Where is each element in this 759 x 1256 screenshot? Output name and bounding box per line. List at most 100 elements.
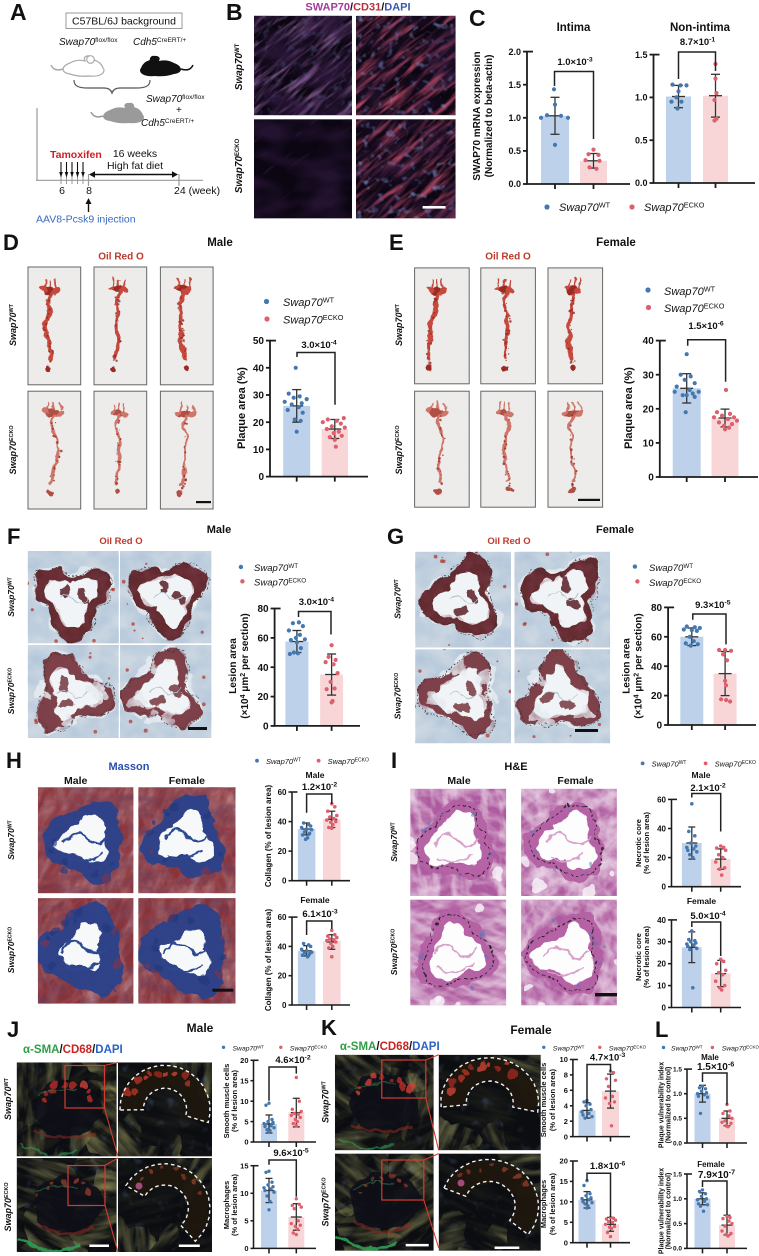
- svg-text:Swap70WT: Swap70WT: [254, 563, 298, 574]
- svg-text:0: 0: [258, 472, 264, 483]
- svg-text:1.5: 1.5: [635, 50, 648, 60]
- svg-text:0.5: 0.5: [673, 1116, 682, 1123]
- svg-text:10: 10: [657, 982, 666, 991]
- svg-text:Swap70WT: Swap70WT: [6, 819, 16, 859]
- svg-text:(% of lesion area): (% of lesion area): [548, 1068, 557, 1131]
- svg-text:(% of lesion area): (% of lesion area): [642, 925, 651, 988]
- svg-text:Non-intima: Non-intima: [670, 22, 731, 34]
- svg-text:(Normalized to control): (Normalized to control): [666, 1067, 673, 1144]
- svg-text:1.0: 1.0: [508, 113, 521, 123]
- svg-text:0.0: 0.0: [508, 179, 521, 189]
- svg-text:10: 10: [253, 445, 265, 456]
- svg-text:2: 2: [564, 1117, 568, 1126]
- svg-text:0: 0: [263, 722, 269, 733]
- svg-text:1.5: 1.5: [508, 80, 521, 90]
- svg-text:5.0×10-4: 5.0×10-4: [690, 911, 726, 922]
- svg-text:Male: Male: [64, 775, 88, 787]
- svg-text:0: 0: [662, 883, 667, 892]
- svg-text:0: 0: [282, 1001, 287, 1010]
- svg-text:Necrotic core: Necrotic core: [634, 933, 643, 981]
- svg-text:0.0: 0.0: [635, 178, 648, 188]
- svg-text:A: A: [10, 0, 27, 25]
- svg-text:I: I: [391, 748, 397, 773]
- svg-text:8.7×10-1: 8.7×10-1: [680, 37, 716, 48]
- svg-text:Swap70WT: Swap70WT: [233, 1044, 265, 1052]
- svg-text:1.2×10-2: 1.2×10-2: [302, 782, 338, 793]
- svg-text:(% of lesion area): (% of lesion area): [642, 811, 651, 874]
- svg-text:(Normalized to control): (Normalized to control): [666, 1173, 673, 1250]
- svg-text:Swap70ECKO: Swap70ECKO: [234, 138, 245, 193]
- svg-text:Oil Red O: Oil Red O: [487, 536, 530, 547]
- svg-text:60: 60: [278, 788, 287, 797]
- svg-text:0: 0: [564, 1132, 568, 1141]
- svg-text:20: 20: [253, 418, 265, 429]
- svg-text:7.9×10-7: 7.9×10-7: [698, 1168, 735, 1182]
- svg-text:Swap70WT: Swap70WT: [393, 578, 403, 618]
- svg-text:24 (week): 24 (week): [174, 185, 220, 197]
- svg-text:2.0: 2.0: [508, 47, 521, 57]
- svg-text:Necrotic core: Necrotic core: [634, 819, 643, 867]
- svg-text:Swap70WT: Swap70WT: [553, 1044, 585, 1052]
- svg-text:0: 0: [244, 1138, 248, 1147]
- svg-text:30: 30: [657, 938, 666, 947]
- svg-text:20: 20: [240, 1056, 248, 1065]
- svg-text:Male: Male: [692, 770, 711, 780]
- svg-text:6.1×10-3: 6.1×10-3: [302, 909, 338, 920]
- svg-text:Lesion area: Lesion area: [622, 638, 633, 694]
- svg-text:Lesion area: Lesion area: [228, 638, 239, 694]
- svg-text:40: 40: [651, 662, 663, 673]
- svg-text:Plaque vulnerability index: Plaque vulnerability index: [659, 1062, 666, 1148]
- svg-text:1.5×10-6: 1.5×10-6: [688, 321, 724, 332]
- svg-text:0: 0: [648, 473, 654, 484]
- svg-text:40: 40: [657, 824, 666, 833]
- svg-text:40: 40: [278, 817, 287, 826]
- svg-text:15: 15: [560, 1177, 568, 1186]
- svg-text:Collagen (% of lesion area): Collagen (% of lesion area): [264, 785, 273, 888]
- svg-text:50: 50: [253, 336, 265, 347]
- svg-text:Swap70ECKO: Swap70ECKO: [649, 578, 701, 589]
- svg-text:Swap70ECKO: Swap70ECKO: [321, 1177, 331, 1226]
- svg-text:0: 0: [244, 1244, 248, 1253]
- svg-text:1.0: 1.0: [673, 1196, 682, 1203]
- svg-text:1.0: 1.0: [673, 1091, 682, 1098]
- svg-text:15: 15: [240, 1161, 248, 1170]
- svg-text:3.0×10-4: 3.0×10-4: [301, 340, 337, 351]
- svg-text:Male: Male: [207, 237, 233, 249]
- svg-text:20: 20: [257, 692, 269, 703]
- svg-text:Swap70WT: Swap70WT: [6, 576, 16, 616]
- svg-text:L: L: [655, 1020, 668, 1042]
- svg-text:Swap70WT: Swap70WT: [389, 821, 399, 861]
- svg-text:D: D: [3, 232, 19, 255]
- svg-text:Oil Red O: Oil Red O: [98, 252, 144, 263]
- svg-text:Swap70WT: Swap70WT: [652, 760, 687, 769]
- svg-text:Swap70ECKO: Swap70ECKO: [664, 302, 725, 316]
- svg-text:Swap70WT: Swap70WT: [394, 303, 404, 346]
- svg-text:Swap70ECKO: Swap70ECKO: [283, 313, 344, 327]
- svg-text:K: K: [321, 1020, 337, 1040]
- svg-text:Swap70WT: Swap70WT: [234, 43, 245, 90]
- svg-text:5: 5: [244, 1217, 248, 1226]
- svg-text:9.6×10-5: 9.6×10-5: [273, 1148, 309, 1159]
- svg-text:8: 8: [564, 1071, 568, 1080]
- svg-text:20: 20: [278, 847, 287, 856]
- svg-text:10: 10: [560, 1198, 568, 1207]
- svg-text:(×104 μm2 per section): (×104 μm2 per section): [634, 613, 645, 718]
- svg-text:0.5: 0.5: [673, 1221, 682, 1228]
- svg-text:10: 10: [643, 439, 655, 450]
- svg-text:Tamoxifen: Tamoxifen: [50, 149, 102, 161]
- svg-text:30: 30: [643, 370, 655, 381]
- svg-text:SWAP70/CD31/DAPI: SWAP70/CD31/DAPI: [305, 2, 410, 14]
- svg-text:High fat diet: High fat diet: [107, 160, 163, 172]
- svg-text:Swap70WT: Swap70WT: [8, 303, 18, 346]
- svg-text:1.8×10-6: 1.8×10-6: [590, 1161, 626, 1172]
- svg-text:40: 40: [253, 363, 265, 374]
- svg-text:Female: Female: [687, 896, 717, 906]
- svg-text:Swap70WT: Swap70WT: [283, 296, 335, 310]
- svg-text:Swap70ECKO: Swap70ECKO: [609, 1044, 647, 1052]
- svg-text:0: 0: [564, 1238, 568, 1247]
- svg-text:Plaque area (%): Plaque area (%): [623, 367, 635, 449]
- svg-text:40: 40: [278, 942, 287, 951]
- svg-text:8: 8: [86, 185, 92, 197]
- svg-text:5: 5: [244, 1117, 248, 1126]
- svg-text:Swap70ECKO: Swap70ECKO: [715, 760, 756, 769]
